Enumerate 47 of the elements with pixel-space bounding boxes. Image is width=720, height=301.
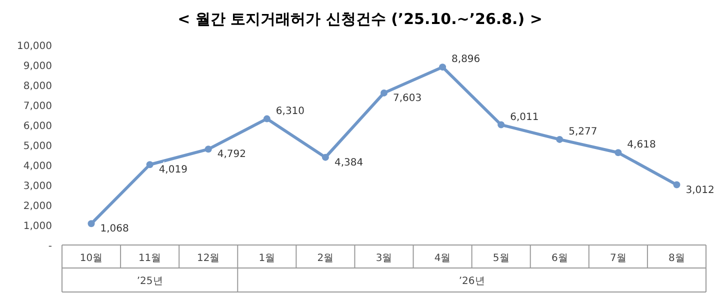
y-tick-label: 3,000 <box>23 181 52 192</box>
point <box>614 149 622 156</box>
point <box>88 220 95 228</box>
data-label: 4,384 <box>334 157 364 168</box>
y-tick-label: 10,000 <box>17 41 52 52</box>
x-tick-label: 6월 <box>551 253 568 264</box>
y-tick-label: - <box>48 241 52 252</box>
data-label: 7,603 <box>393 92 422 104</box>
y-tick-label: 8,000 <box>23 81 52 92</box>
point <box>673 181 680 188</box>
x-tick-label: 3월 <box>376 253 392 264</box>
y-tick-label: 4,000 <box>23 161 52 172</box>
y-tick-label: 7,000 <box>23 101 52 112</box>
data-label: 4,019 <box>158 164 188 176</box>
y-tick-label: 6,000 <box>23 121 52 132</box>
data-label: 4,618 <box>627 140 656 151</box>
point <box>498 121 505 128</box>
point <box>380 89 388 96</box>
x-tick-label: 11월 <box>138 253 162 264</box>
data-label: 6,310 <box>276 106 305 117</box>
x-tick-label: 1월 <box>258 253 276 264</box>
data-label: 6,011 <box>510 112 539 123</box>
data-label: 8,896 <box>452 54 480 66</box>
x-tick-label: 4월 <box>434 253 451 264</box>
point <box>322 154 329 161</box>
x-tick-label: 5월 <box>492 253 510 264</box>
point <box>263 115 270 122</box>
data-label: 3,012 <box>686 184 714 196</box>
x-tick-label: 7월 <box>610 253 626 264</box>
x-tick-label: 2월 <box>317 253 334 264</box>
y-tick-label: 9,000 <box>23 61 52 72</box>
x-tick-label: 10월 <box>80 253 103 264</box>
point <box>439 64 446 71</box>
text: 1,000 <box>23 221 52 232</box>
data-label: 1,068 <box>100 224 129 235</box>
text: ’25년 <box>136 276 163 287</box>
x-tick-label: 8월 <box>668 253 685 264</box>
point <box>556 136 564 143</box>
data-label: 4,792 <box>217 149 246 160</box>
y-tick-label: 2,000 <box>23 201 52 212</box>
data-label: 5,277 <box>568 126 598 138</box>
y-tick-label: 5,000 <box>23 141 52 152</box>
x-tick-label: 12월 <box>196 253 220 264</box>
text: ’26년 <box>458 276 485 287</box>
point <box>146 161 154 168</box>
point <box>204 146 212 153</box>
chart-title: < 월간 토지거래허가 신청건수 (’25.10.~’26.8.) > <box>178 10 542 28</box>
